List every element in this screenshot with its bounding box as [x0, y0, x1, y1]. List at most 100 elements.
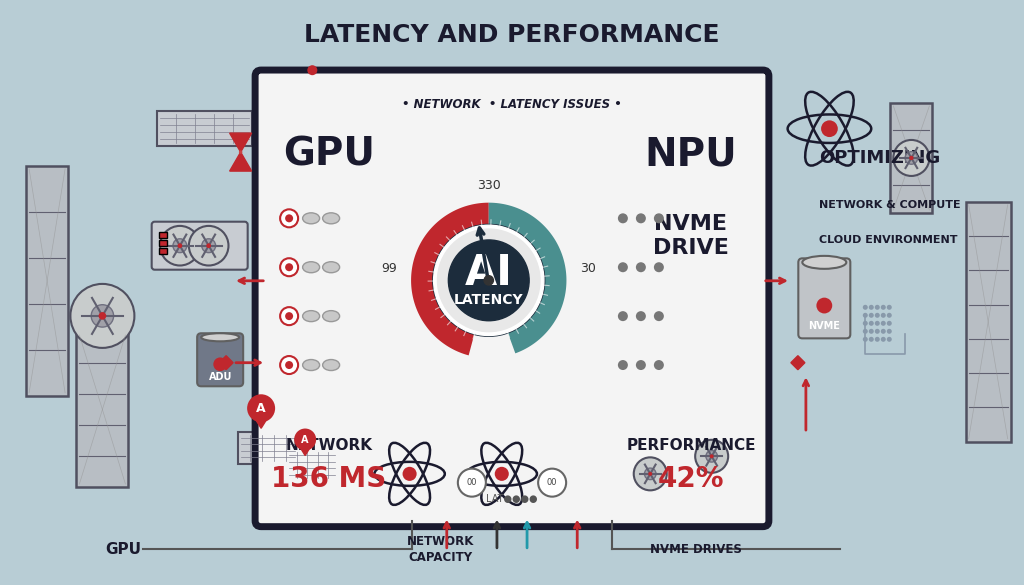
Circle shape	[868, 329, 873, 334]
Text: NVME
DRIVE: NVME DRIVE	[653, 215, 729, 257]
Circle shape	[887, 321, 892, 326]
Circle shape	[617, 360, 628, 370]
Circle shape	[285, 361, 293, 369]
Ellipse shape	[201, 333, 240, 341]
Circle shape	[281, 356, 298, 374]
Circle shape	[863, 329, 867, 334]
Text: NETWORK: NETWORK	[286, 438, 373, 453]
Circle shape	[213, 357, 227, 371]
Circle shape	[881, 329, 886, 334]
Ellipse shape	[803, 256, 846, 269]
Circle shape	[617, 214, 628, 223]
Text: NETWORK & COMPUTE: NETWORK & COMPUTE	[819, 199, 961, 210]
Circle shape	[636, 360, 646, 370]
Circle shape	[874, 313, 880, 318]
Circle shape	[247, 394, 275, 422]
Circle shape	[654, 262, 664, 272]
Circle shape	[706, 450, 718, 462]
Ellipse shape	[303, 261, 319, 273]
Circle shape	[206, 243, 211, 248]
Text: LATENCY: LATENCY	[454, 292, 523, 307]
Text: LAT●●●●: LAT●●●●	[486, 494, 538, 504]
FancyBboxPatch shape	[890, 103, 933, 213]
Circle shape	[281, 209, 298, 228]
Polygon shape	[791, 356, 805, 370]
Circle shape	[887, 337, 892, 342]
Circle shape	[433, 225, 544, 336]
Text: CLOUD ENVIRONMENT: CLOUD ENVIRONMENT	[819, 235, 957, 245]
Circle shape	[868, 321, 873, 326]
Text: GPU: GPU	[104, 542, 141, 558]
Circle shape	[644, 468, 656, 480]
Text: • NETWORK  • LATENCY ISSUES •: • NETWORK • LATENCY ISSUES •	[402, 98, 622, 111]
Circle shape	[863, 313, 867, 318]
Circle shape	[816, 298, 833, 314]
Circle shape	[285, 214, 293, 222]
Circle shape	[821, 121, 838, 137]
Circle shape	[905, 152, 918, 164]
Polygon shape	[411, 202, 488, 355]
Circle shape	[881, 337, 886, 342]
Circle shape	[636, 311, 646, 321]
Circle shape	[710, 455, 714, 458]
Circle shape	[695, 440, 728, 473]
FancyBboxPatch shape	[239, 432, 298, 463]
Ellipse shape	[323, 360, 340, 370]
Text: 42%: 42%	[657, 464, 724, 493]
FancyBboxPatch shape	[198, 333, 243, 386]
Circle shape	[863, 321, 867, 326]
Circle shape	[173, 239, 186, 253]
FancyBboxPatch shape	[159, 232, 167, 238]
Text: 00: 00	[467, 478, 477, 487]
FancyBboxPatch shape	[255, 70, 769, 526]
Text: 330: 330	[477, 179, 501, 192]
Text: NVME DRIVES: NVME DRIVES	[650, 543, 742, 556]
Text: PERFORMANCE: PERFORMANCE	[626, 438, 756, 453]
Circle shape	[863, 305, 867, 310]
Circle shape	[458, 469, 485, 497]
Circle shape	[887, 305, 892, 310]
Polygon shape	[229, 133, 252, 152]
Circle shape	[617, 262, 628, 272]
Polygon shape	[229, 152, 252, 171]
Circle shape	[881, 321, 886, 326]
Text: NETWORK
CAPACITY: NETWORK CAPACITY	[407, 535, 474, 565]
Text: 136 MS: 136 MS	[271, 464, 387, 493]
FancyBboxPatch shape	[159, 247, 167, 254]
Text: 99: 99	[382, 262, 397, 275]
Circle shape	[887, 313, 892, 318]
Circle shape	[909, 156, 913, 160]
Circle shape	[868, 313, 873, 318]
FancyBboxPatch shape	[152, 222, 248, 270]
Ellipse shape	[323, 261, 340, 273]
Circle shape	[868, 337, 873, 342]
Circle shape	[495, 467, 509, 481]
Circle shape	[188, 226, 228, 266]
FancyBboxPatch shape	[966, 202, 1011, 442]
Circle shape	[437, 229, 540, 332]
FancyBboxPatch shape	[681, 438, 742, 475]
Circle shape	[868, 305, 873, 310]
FancyBboxPatch shape	[159, 240, 167, 246]
Circle shape	[281, 258, 298, 276]
Circle shape	[539, 469, 566, 497]
Text: OPTIMIZING: OPTIMIZING	[819, 149, 940, 167]
Circle shape	[874, 329, 880, 334]
Circle shape	[634, 457, 667, 490]
Text: LATENCY AND PERFORMANCE: LATENCY AND PERFORMANCE	[304, 23, 720, 47]
Polygon shape	[219, 356, 233, 370]
Circle shape	[160, 226, 200, 266]
Circle shape	[239, 150, 243, 154]
Circle shape	[654, 311, 664, 321]
FancyBboxPatch shape	[158, 111, 252, 146]
Text: GPU: GPU	[283, 135, 375, 173]
Circle shape	[285, 263, 293, 271]
Text: A: A	[301, 435, 309, 445]
Circle shape	[617, 311, 628, 321]
Circle shape	[71, 284, 134, 348]
Circle shape	[636, 214, 646, 223]
Circle shape	[307, 65, 317, 75]
Circle shape	[654, 360, 664, 370]
Text: AI: AI	[465, 252, 513, 294]
Circle shape	[402, 467, 417, 481]
